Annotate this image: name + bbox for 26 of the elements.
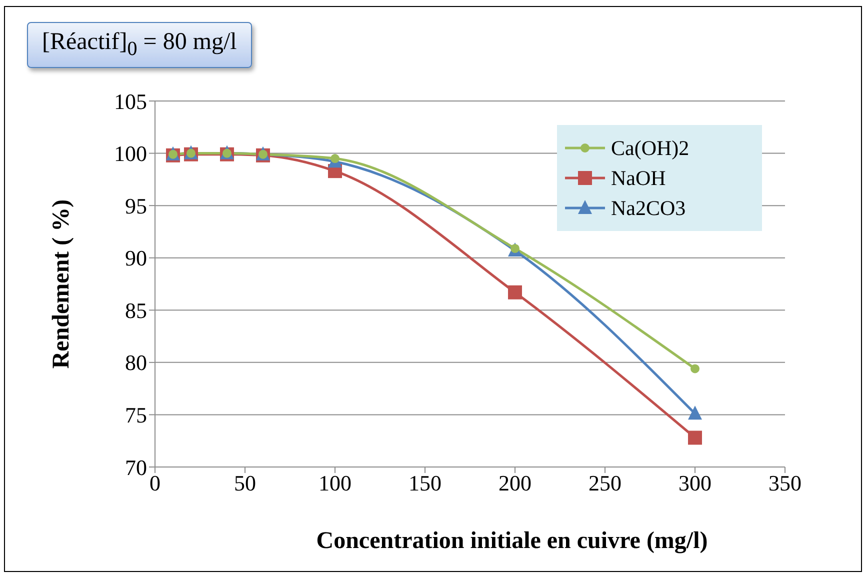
y-axis-title: Rendement ( %) <box>48 199 76 369</box>
point <box>690 364 700 374</box>
legend-label: Ca(OH)2 <box>611 135 690 162</box>
y-tick-label: 100 <box>114 141 147 166</box>
x-tick-label: 200 <box>498 470 532 496</box>
x-tick-label: 350 <box>768 470 802 496</box>
y-tick-label: 105 <box>114 88 147 114</box>
y-tick-label: 90 <box>125 246 147 271</box>
y-tick-label: 85 <box>125 298 147 323</box>
legend-label: Na2CO3 <box>611 195 686 222</box>
x-tick-label: 0 <box>150 470 160 496</box>
x-tick-label: 300 <box>678 470 712 496</box>
point <box>688 430 702 445</box>
point <box>508 285 522 300</box>
x-tick-label: 100 <box>318 470 352 496</box>
y-tick-label: 70 <box>125 454 147 480</box>
x-tick-label: 50 <box>234 470 256 496</box>
x-axis-title: Concentration initiale en cuivre (mg/l) <box>315 528 709 555</box>
y-tick-label: 95 <box>125 193 147 218</box>
text: [Réactif]$_{0}$ = 80 mg/l <box>27 22 252 68</box>
y-tick-label: 75 <box>125 402 147 428</box>
point <box>688 406 702 420</box>
y-tick-label: 80 <box>125 350 147 376</box>
x-tick-label: 150 <box>408 470 442 496</box>
x-tick-label: 250 <box>588 470 622 496</box>
legend-label: NaOH <box>611 165 666 192</box>
